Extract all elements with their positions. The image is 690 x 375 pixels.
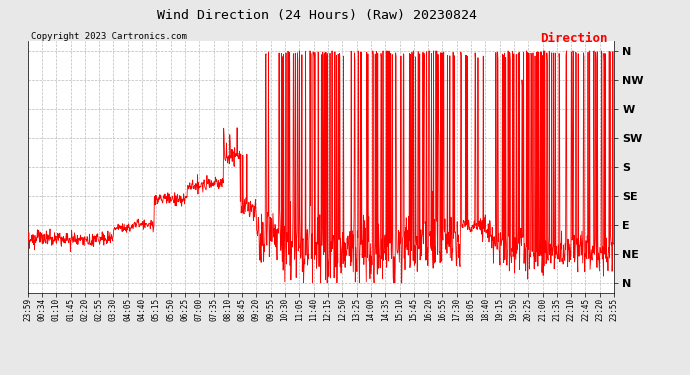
Text: Direction: Direction [540, 32, 607, 45]
Text: Copyright 2023 Cartronics.com: Copyright 2023 Cartronics.com [31, 32, 187, 41]
Text: Wind Direction (24 Hours) (Raw) 20230824: Wind Direction (24 Hours) (Raw) 20230824 [157, 9, 477, 22]
